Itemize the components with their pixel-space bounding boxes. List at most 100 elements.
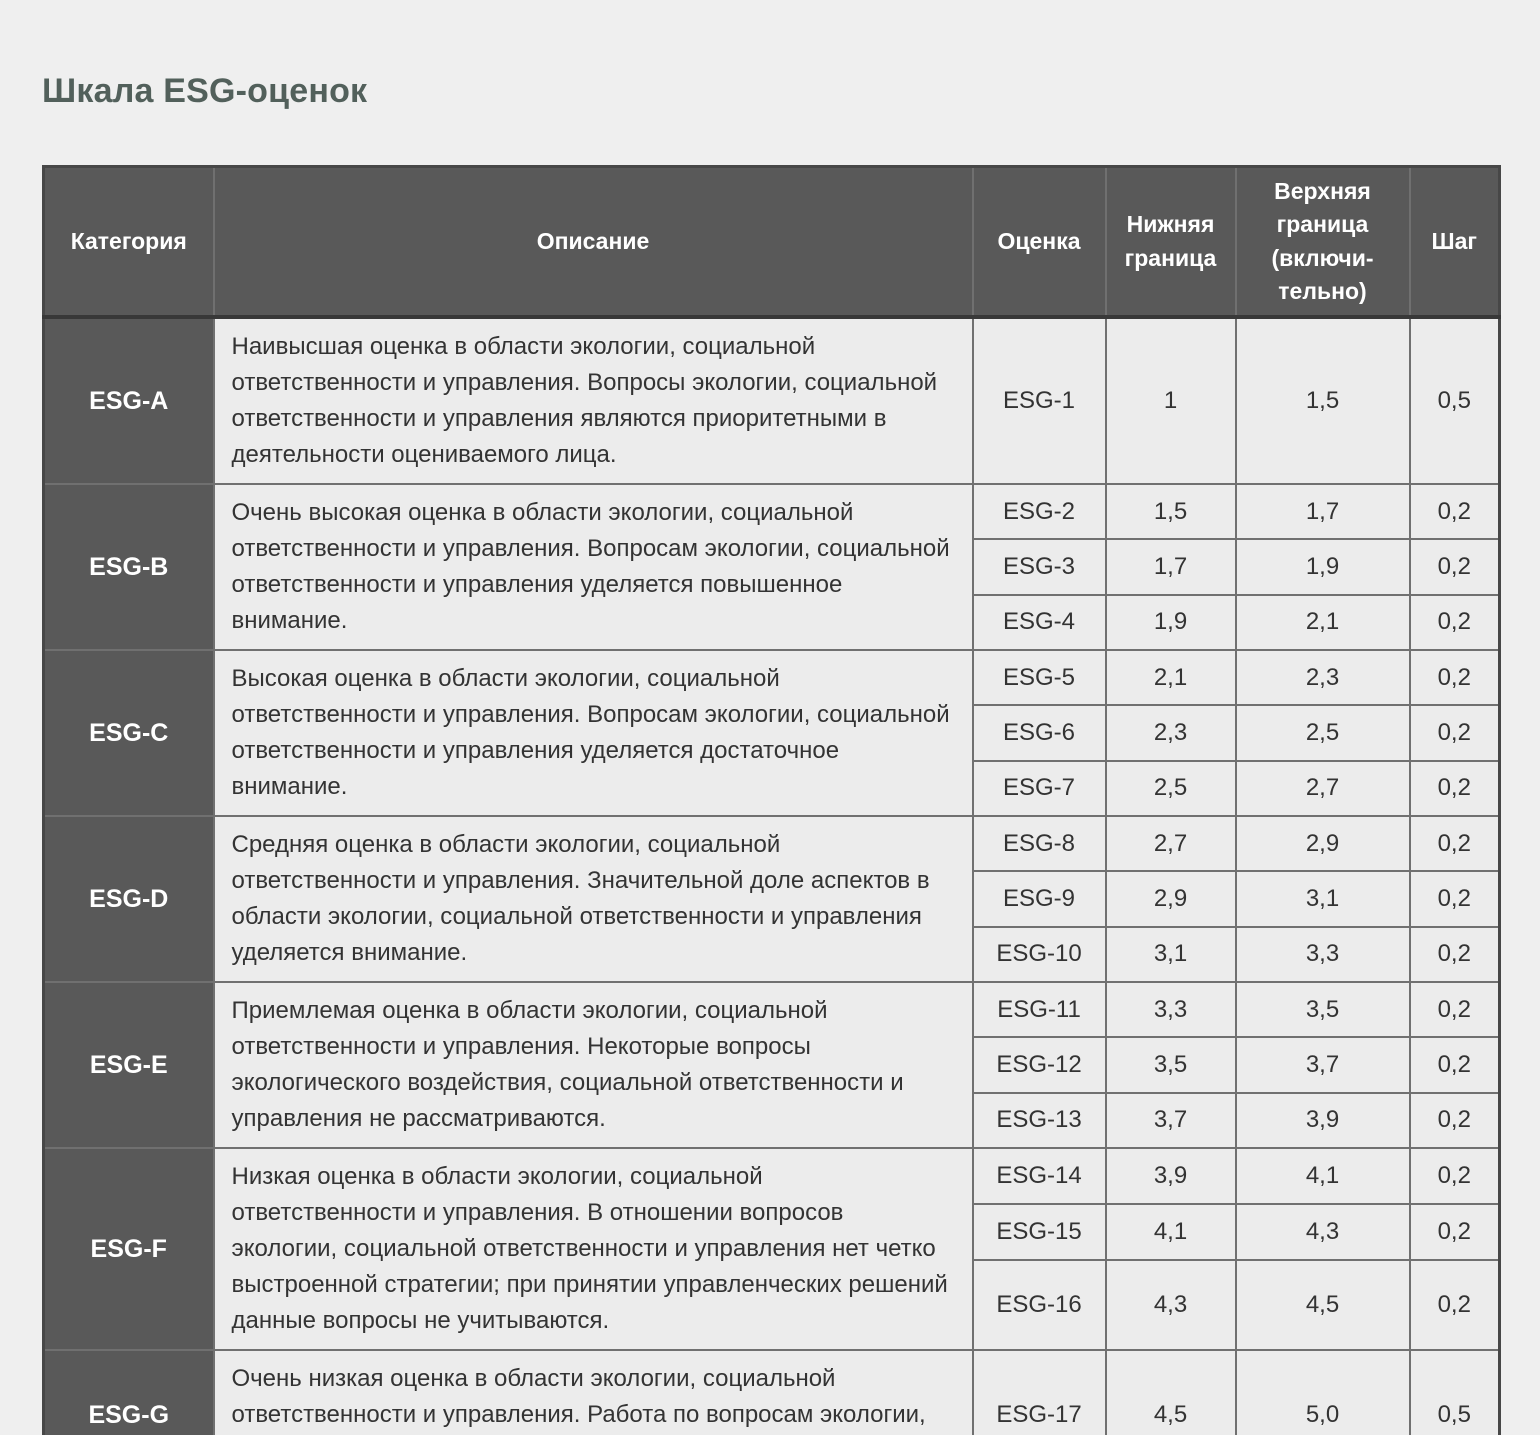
score-cell: ESG-10 [971,925,1107,984]
header-upper-bound: Верхняя граница (включи-тельно) [1234,165,1411,319]
header-description: Описание [212,165,974,319]
lower-bound-cell: 1,9 [1104,593,1237,652]
upper-bound-cell: 1,7 [1234,482,1411,541]
header-lower-bound: Нижняя граница [1104,165,1237,319]
step-cell: 0,2 [1408,1202,1501,1261]
score-cell: ESG-9 [971,870,1107,928]
lower-bound-cell: 3,7 [1104,1091,1237,1150]
category-cell-esg-a: ESG-A [42,316,215,485]
score-cell: ESG-14 [971,1147,1107,1205]
upper-bound-cell: 3,5 [1234,980,1411,1039]
description-cell: Очень высокая оценка в области экологии,… [212,483,974,651]
step-cell: 0,2 [1408,814,1501,873]
score-cell: ESG-3 [971,538,1107,596]
table-row: ESG-F Низкая оценка в области экологии, … [42,1147,1501,1351]
step-cell: 0,2 [1408,1147,1501,1205]
header-step: Шаг [1408,165,1501,319]
lower-bound-cell: 4,1 [1104,1202,1237,1261]
table-row: ESG-12 3,5 3,7 0,2 [44,1036,1501,1094]
step-cell: 0,2 [1408,980,1501,1039]
description-cell: Очень низкая оценка в области экологии, … [212,1349,974,1435]
table-row: ESG-3 1,7 1,9 0,2 [44,538,1501,596]
table-row: ESG-4 1,9 2,1 0,2 [44,593,1501,652]
category-cell-esg-c: ESG-C [42,649,215,817]
upper-bound-cell: 3,9 [1234,1091,1411,1150]
table-row: ESG-C Высокая оценка в области экологии,… [42,648,1501,817]
lower-bound-cell: 1 [1104,316,1237,485]
lower-bound-cell: 2,5 [1104,759,1237,818]
score-cell: ESG-2 [971,482,1107,541]
step-cell: 0,2 [1408,1091,1501,1150]
step-cell: 0,2 [1408,870,1501,928]
lower-bound-cell: 3,3 [1104,980,1237,1039]
description-cell: Приемлемая оценка в области экологии, со… [212,981,974,1149]
lower-bound-cell: 3,1 [1104,925,1237,984]
step-cell: 0,2 [1408,593,1501,652]
score-cell: ESG-8 [971,814,1107,873]
score-cell: ESG-13 [971,1091,1107,1150]
category-cell-esg-f: ESG-F [42,1147,215,1351]
table-row: ESG-13 3,7 3,9 0,2 [44,1091,1501,1150]
lower-bound-cell: 2,1 [1104,648,1237,707]
description-cell: Высокая оценка в области экологии, социа… [212,649,974,817]
description-cell: Средняя оценка в области экологии, социа… [212,815,974,983]
step-cell: 0,5 [1408,1349,1501,1435]
score-cell: ESG-5 [971,648,1107,707]
score-cell: ESG-1 [971,316,1107,485]
page-title: Шкала ESG-оценок [42,72,368,110]
lower-bound-cell: 3,5 [1104,1036,1237,1094]
score-cell: ESG-4 [971,593,1107,652]
table-row: ESG-6 2,3 2,5 0,2 [44,704,1501,762]
score-cell: ESG-6 [971,704,1107,762]
step-cell: 0,2 [1408,538,1501,596]
lower-bound-cell: 1,5 [1104,482,1237,541]
score-cell: ESG-11 [971,980,1107,1039]
score-cell: ESG-12 [971,1036,1107,1094]
step-cell: 0,2 [1408,482,1501,541]
step-cell: 0,2 [1408,1258,1501,1352]
step-cell: 0,2 [1408,759,1501,818]
table-row: ESG-16 4,3 4,5 0,2 [44,1258,1501,1352]
step-cell: 0,2 [1408,925,1501,984]
upper-bound-cell: 1,5 [1234,316,1411,485]
table-row: ESG-D Средняя оценка в области экологии,… [42,814,1501,983]
lower-bound-cell: 2,7 [1104,814,1237,873]
table-row: ESG-15 4,1 4,3 0,2 [44,1202,1501,1261]
upper-bound-cell: 3,7 [1234,1036,1411,1094]
table-row: ESG-9 2,9 3,1 0,2 [44,870,1501,928]
esg-scale-table: Категория Описание Оценка Нижняя граница… [42,165,1501,1435]
upper-bound-cell: 2,1 [1234,593,1411,652]
category-cell-esg-d: ESG-D [42,815,215,983]
header-category: Категория [42,165,215,319]
table-row: ESG-7 2,5 2,7 0,2 [44,759,1501,818]
table-row: ESG-B Очень высокая оценка в области эко… [42,482,1501,651]
score-cell: ESG-7 [971,759,1107,818]
upper-bound-cell: 5,0 [1234,1349,1411,1435]
upper-bound-cell: 4,5 [1234,1258,1411,1352]
lower-bound-cell: 1,7 [1104,538,1237,596]
score-cell: ESG-17 [971,1349,1107,1435]
upper-bound-cell: 2,3 [1234,648,1411,707]
step-cell: 0,2 [1408,1036,1501,1094]
category-cell-esg-b: ESG-B [42,483,215,651]
header-score: Оценка [971,165,1107,319]
upper-bound-cell: 2,9 [1234,814,1411,873]
upper-bound-cell: 2,7 [1234,759,1411,818]
upper-bound-cell: 3,3 [1234,925,1411,984]
upper-bound-cell: 4,3 [1234,1202,1411,1261]
lower-bound-cell: 4,5 [1104,1349,1237,1435]
category-cell-esg-g: ESG-G [42,1349,215,1435]
lower-bound-cell: 3,9 [1104,1147,1237,1205]
header-row: Категория Описание Оценка Нижняя граница… [42,165,1501,319]
upper-bound-cell: 3,1 [1234,870,1411,928]
upper-bound-cell: 1,9 [1234,538,1411,596]
upper-bound-cell: 2,5 [1234,704,1411,762]
table-row: ESG-10 3,1 3,3 0,2 [44,925,1501,984]
lower-bound-cell: 2,9 [1104,870,1237,928]
category-cell-esg-e: ESG-E [42,981,215,1149]
score-cell: ESG-16 [971,1258,1107,1352]
table-row: ESG-G Очень низкая оценка в области экол… [42,1349,1501,1435]
lower-bound-cell: 4,3 [1104,1258,1237,1352]
table-row: ESG-A Наивысшая оценка в области экологи… [42,316,1501,485]
description-cell: Наивысшая оценка в области экологии, соц… [212,316,974,485]
